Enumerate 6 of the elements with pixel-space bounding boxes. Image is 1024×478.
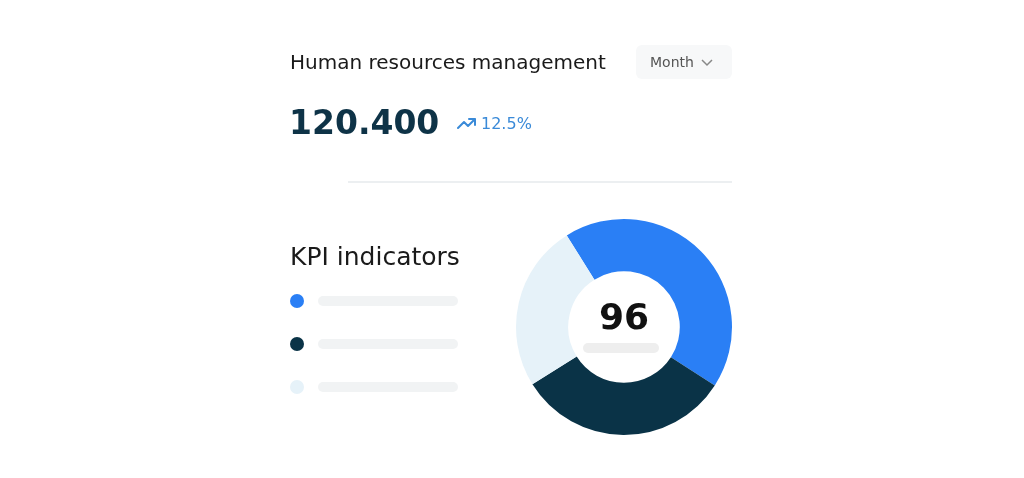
chart-title: Human resources management [290, 50, 606, 74]
text: 120.400 [289, 103, 440, 142]
text: Month [650, 54, 694, 70]
text: 96 [597, 296, 651, 337]
text: KPI indicators [290, 242, 460, 271]
text: 12.5% [481, 114, 532, 133]
